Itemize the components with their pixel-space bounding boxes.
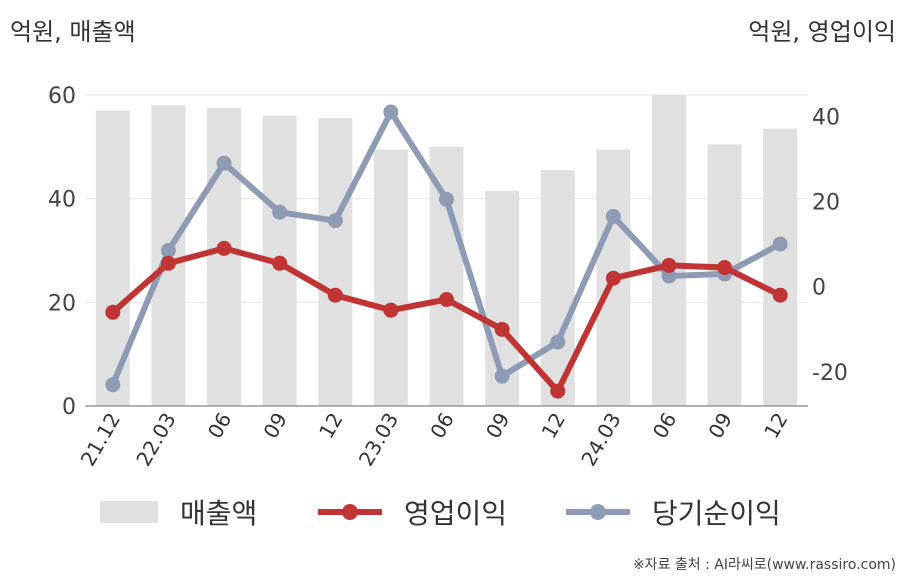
- operating-profit-point: [661, 257, 677, 273]
- revenue-bar: [373, 149, 408, 407]
- net-income-point: [494, 368, 510, 384]
- x-axis-tick-label: 12: [314, 409, 348, 443]
- operating-profit-point: [772, 287, 788, 303]
- left-axis-tick-label: 60: [48, 84, 76, 109]
- right-axis-tick-label: 40: [812, 105, 840, 130]
- right-axis-tick-label: 0: [812, 276, 826, 301]
- legend-item-revenue: 매출액: [100, 492, 257, 532]
- x-axis-tick-label: 22.03: [131, 409, 180, 471]
- legend-item-net: 당기순이익: [566, 492, 781, 532]
- source-note: ※자료 출처 : AI라씨로(www.rassiro.com): [632, 557, 896, 573]
- operating-profit-point: [105, 304, 121, 320]
- left-axis-unit-label: 억원, 매출액: [10, 18, 136, 46]
- revenue-bar: [429, 146, 464, 407]
- revenue-bar: [207, 107, 242, 406]
- legend-item-operating: 영업이익: [318, 492, 507, 532]
- revenue-bar: [763, 128, 798, 407]
- x-axis-tick-label: 24.03: [576, 409, 625, 471]
- operating-profit-point: [272, 255, 288, 271]
- net-income-point: [550, 334, 566, 350]
- left-axis-tick-label: 40: [48, 188, 76, 213]
- net-income-point: [105, 377, 121, 393]
- legend-swatch-net: [566, 501, 630, 523]
- net-income-point: [661, 268, 677, 284]
- revenue-bar: [318, 118, 353, 406]
- left-axis-tick-label: 0: [62, 395, 76, 420]
- x-axis-tick-label: 21.12: [76, 409, 125, 471]
- net-income-point: [216, 155, 232, 171]
- x-axis-tick-label: 06: [203, 409, 237, 443]
- net-income-point: [327, 213, 343, 229]
- operating-profit-point: [494, 321, 510, 337]
- x-axis-tick-label: 09: [481, 408, 515, 442]
- net-income-point: [383, 104, 399, 120]
- legend-swatch-operating: [318, 501, 382, 523]
- x-axis-tick-label: 06: [648, 409, 682, 443]
- legend-label-revenue: 매출액: [180, 497, 258, 530]
- operating-profit-point: [439, 291, 454, 307]
- x-axis-tick-label: 12: [759, 409, 793, 443]
- net-income-point: [605, 208, 621, 224]
- operating-profit-point: [383, 302, 399, 318]
- right-axis-tick-label: 20: [812, 191, 840, 216]
- right-axis-tick-label: -20: [812, 361, 848, 386]
- x-axis-tick-label: 09: [258, 409, 292, 443]
- legend-swatch-revenue: [100, 501, 158, 523]
- chart-legend: 매출액 영업이익 당기순이익: [0, 492, 908, 532]
- x-axis-tick-label: 12: [537, 409, 571, 443]
- legend-label-operating: 영업이익: [404, 497, 508, 530]
- net-income-point: [772, 236, 788, 252]
- right-axis-unit-label: 억원, 영업이익: [748, 18, 896, 46]
- operating-profit-point: [605, 270, 621, 286]
- x-axis-tick-label: 23.03: [354, 409, 403, 471]
- x-axis-tick-label: 06: [425, 409, 459, 443]
- operating-profit-point: [327, 287, 343, 303]
- operating-profit-point: [160, 255, 176, 271]
- net-income-point: [439, 191, 454, 207]
- operating-profit-point: [550, 383, 566, 399]
- legend-label-net: 당기순이익: [652, 497, 781, 530]
- x-axis-tick-label: 09: [703, 409, 737, 443]
- net-income-point: [272, 204, 288, 220]
- operating-profit-point: [216, 240, 232, 256]
- operating-profit-point: [717, 260, 733, 276]
- revenue-bar: [651, 95, 686, 406]
- left-axis-tick-label: 20: [48, 291, 76, 316]
- net-income-point: [160, 243, 176, 258]
